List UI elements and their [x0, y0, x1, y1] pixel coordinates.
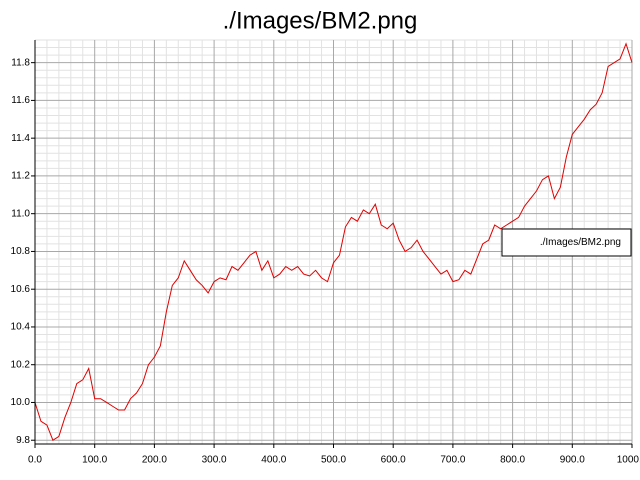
legend-label: ./Images/BM2.png — [540, 237, 621, 248]
y-tick-label: 10.0 — [11, 397, 31, 408]
y-tick-label: 11.0 — [11, 208, 30, 219]
data-line — [34, 42, 633, 441]
x-tick-label: 700.0 — [440, 455, 465, 466]
y-tick-label: 11.6 — [11, 95, 30, 106]
x-tick-label: 1000.0 — [617, 455, 640, 466]
y-tick-label: 10.8 — [11, 246, 31, 257]
x-tick-label: 200.0 — [142, 455, 167, 466]
y-tick-label: 10.6 — [11, 284, 31, 295]
y-tick-label: 10.2 — [11, 359, 31, 370]
y-tick-label: 11.8 — [11, 57, 30, 68]
x-tick-label: 600.0 — [381, 455, 406, 466]
y-tick-label: 9.8 — [16, 435, 30, 446]
x-tick-label: 800.0 — [500, 455, 525, 466]
x-tick-label: 900.0 — [560, 455, 585, 466]
legend-box — [501, 228, 632, 257]
x-tick-label: 400.0 — [261, 455, 286, 466]
y-tick-label: 10.4 — [11, 322, 31, 333]
y-tick-label: 11.2 — [11, 171, 30, 182]
chart-title: ./Images/BM2.png — [223, 7, 418, 34]
plot-area — [34, 42, 633, 441]
x-tick-label: 500.0 — [321, 455, 346, 466]
y-tick-label: 11.4 — [11, 133, 30, 144]
x-tick-label: 100.0 — [82, 455, 107, 466]
x-tick-label: 300.0 — [202, 455, 227, 466]
x-tick-label: 0.0 — [28, 455, 42, 466]
